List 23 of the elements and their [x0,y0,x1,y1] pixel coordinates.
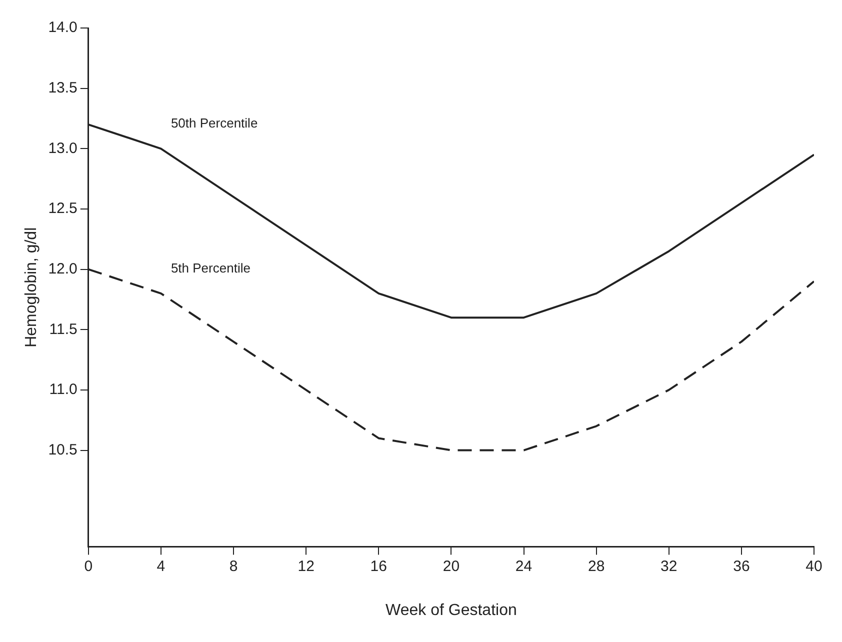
x-tick-label: 20 [442,558,460,575]
x-tick-label: 16 [370,558,387,575]
x-tick-label: 28 [588,558,605,575]
y-tick-label: 11.0 [49,381,78,398]
x-tick-label: 40 [806,558,822,575]
x-tick-label: 12 [298,558,314,575]
x-tick-label: 32 [660,558,678,575]
x-tick-label: 36 [733,558,750,575]
y-tick-label: 12.5 [48,200,78,218]
x-tick-label: 0 [84,558,93,575]
y-tick-label: 11.5 [49,320,78,338]
x-tick-label: 24 [515,558,532,575]
x-tick-label: 4 [156,558,166,575]
y-tick-label: 13.0 [48,140,78,157]
series-label: 50th Percentile [170,116,258,131]
x-axis-title: Week of Gestation [386,602,517,619]
y-axis-title: Hemoglobin, g/dl [23,227,40,348]
y-tick-label: 14.0 [48,19,78,36]
y-tick-label: 10.5 [48,441,78,458]
series-label: 5th Percentile [170,260,250,276]
y-tick-label: 12.0 [48,260,78,278]
y-tick-label: 13.5 [48,79,78,96]
x-tick-label: 8 [229,558,238,575]
